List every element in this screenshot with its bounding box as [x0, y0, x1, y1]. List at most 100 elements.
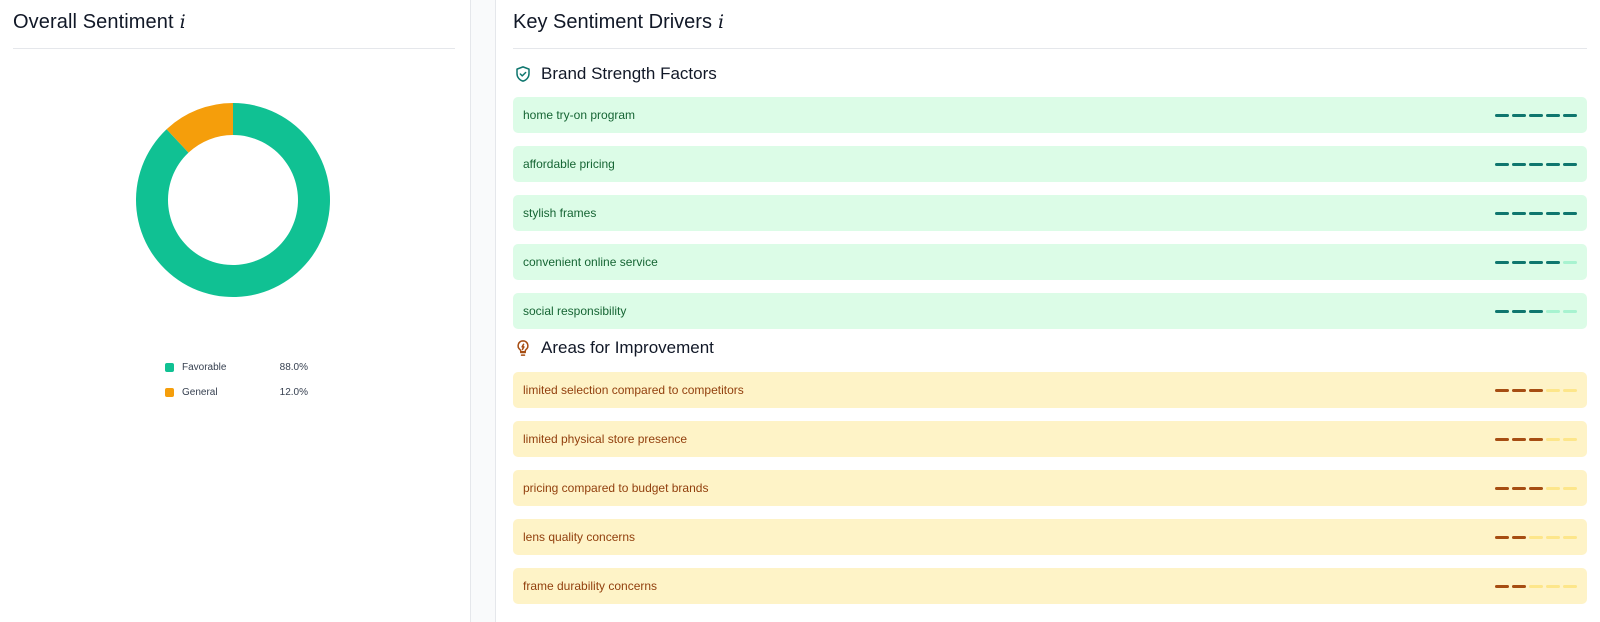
level-dash: [1546, 388, 1560, 392]
legend-item-general[interactable]: General 12.0%: [165, 380, 315, 405]
level-dash: [1495, 388, 1509, 392]
level-dash: [1529, 113, 1543, 117]
level-dash: [1563, 584, 1577, 588]
level-dash: [1563, 388, 1577, 392]
factor-row[interactable]: affordable pricing: [513, 146, 1587, 182]
key-sentiment-drivers-title-text: Key Sentiment Drivers: [513, 11, 712, 33]
factor-label: limited selection compared to competitor…: [523, 383, 744, 397]
legend-swatch-favorable: [165, 363, 174, 372]
factor-row[interactable]: frame durability concerns: [513, 568, 1587, 604]
factor-row[interactable]: limited selection compared to competitor…: [513, 372, 1587, 408]
level-dash: [1529, 260, 1543, 264]
panel-divider: [470, 0, 496, 622]
overall-sentiment-title: Overall Sentiment i: [13, 11, 186, 34]
strength-level-indicator: [1495, 486, 1577, 490]
factor-row[interactable]: limited physical store presence: [513, 421, 1587, 457]
level-dash: [1546, 535, 1560, 539]
factor-row[interactable]: stylish frames: [513, 195, 1587, 231]
factor-row[interactable]: convenient online service: [513, 244, 1587, 280]
level-dash: [1563, 211, 1577, 215]
level-dash: [1512, 162, 1526, 166]
level-dash: [1529, 388, 1543, 392]
divider: [13, 48, 455, 49]
factor-row[interactable]: pricing compared to budget brands: [513, 470, 1587, 506]
info-icon[interactable]: i: [717, 10, 725, 33]
donut-slice-general[interactable]: [166, 103, 233, 153]
strength-level-indicator: [1495, 113, 1577, 117]
factor-label: home try-on program: [523, 108, 636, 122]
donut-slice-favorable[interactable]: [135, 103, 330, 297]
level-dash: [1512, 113, 1526, 117]
level-dash: [1529, 211, 1543, 215]
legend-value: 88.0%: [279, 362, 308, 373]
level-dash: [1563, 113, 1577, 117]
level-dash: [1563, 162, 1577, 166]
level-dash: [1546, 113, 1560, 117]
level-dash: [1529, 486, 1543, 490]
level-dash: [1529, 162, 1543, 166]
strength-level-indicator: [1495, 535, 1577, 539]
legend-item-favorable[interactable]: Favorable 88.0%: [165, 355, 315, 380]
factor-label: frame durability concerns: [523, 579, 658, 593]
strength-level-indicator: [1495, 211, 1577, 215]
strength-level-indicator: [1495, 260, 1577, 264]
level-dash: [1512, 535, 1526, 539]
legend-label: General: [182, 387, 218, 398]
factor-row[interactable]: lens quality concerns: [513, 519, 1587, 555]
info-icon[interactable]: i: [179, 10, 186, 33]
strength-level-indicator: [1495, 309, 1577, 313]
level-dash: [1529, 584, 1543, 588]
level-dash: [1546, 437, 1560, 441]
overall-sentiment-title-text: Overall Sentiment: [13, 11, 174, 33]
level-dash: [1546, 260, 1560, 264]
level-dash: [1546, 162, 1560, 166]
factor-label: stylish frames: [523, 206, 597, 220]
strength-level-indicator: [1495, 584, 1577, 588]
divider: [513, 48, 1587, 49]
strength-level-indicator: [1495, 162, 1577, 166]
level-dash: [1512, 388, 1526, 392]
legend-value: 12.0%: [279, 387, 308, 398]
strength-level-indicator: [1495, 388, 1577, 392]
level-dash: [1512, 584, 1526, 588]
overall-sentiment-panel: Overall Sentiment i Favorable 88.0% Gene…: [0, 0, 470, 622]
level-dash: [1495, 486, 1509, 490]
level-dash: [1495, 260, 1509, 264]
level-dash: [1563, 309, 1577, 313]
legend-label: Favorable: [182, 362, 227, 373]
factor-row[interactable]: home try-on program: [513, 97, 1587, 133]
key-sentiment-drivers-panel: Key Sentiment Drivers i Brand Strength F…: [496, 0, 1600, 622]
level-dash: [1546, 309, 1560, 313]
level-dash: [1512, 437, 1526, 441]
level-dash: [1512, 260, 1526, 264]
level-dash: [1512, 309, 1526, 313]
factor-label: convenient online service: [523, 255, 658, 269]
areas-improvement-heading-text: Areas for Improvement: [541, 338, 714, 357]
factor-label: pricing compared to budget brands: [523, 481, 709, 495]
shield-check-icon: [513, 64, 533, 84]
level-dash: [1563, 260, 1577, 264]
level-dash: [1546, 584, 1560, 588]
level-dash: [1495, 437, 1509, 441]
donut-svg: [135, 103, 330, 297]
factor-label: social responsibility: [523, 304, 627, 318]
factor-label: lens quality concerns: [523, 530, 636, 544]
level-dash: [1563, 486, 1577, 490]
factor-label: limited physical store presence: [523, 432, 688, 446]
level-dash: [1546, 486, 1560, 490]
legend-swatch-general: [165, 388, 174, 397]
sentiment-donut-chart: [134, 101, 332, 299]
key-sentiment-drivers-title: Key Sentiment Drivers i: [513, 11, 724, 34]
brand-strength-heading: Brand Strength Factors: [513, 64, 717, 84]
strength-level-indicator: [1495, 437, 1577, 441]
factor-row[interactable]: social responsibility: [513, 293, 1587, 329]
level-dash: [1529, 535, 1543, 539]
level-dash: [1495, 584, 1509, 588]
level-dash: [1563, 437, 1577, 441]
level-dash: [1495, 211, 1509, 215]
level-dash: [1529, 437, 1543, 441]
level-dash: [1529, 309, 1543, 313]
level-dash: [1495, 309, 1509, 313]
level-dash: [1495, 535, 1509, 539]
brand-strength-list: home try-on program affordable pricing sty…: [513, 97, 1587, 342]
